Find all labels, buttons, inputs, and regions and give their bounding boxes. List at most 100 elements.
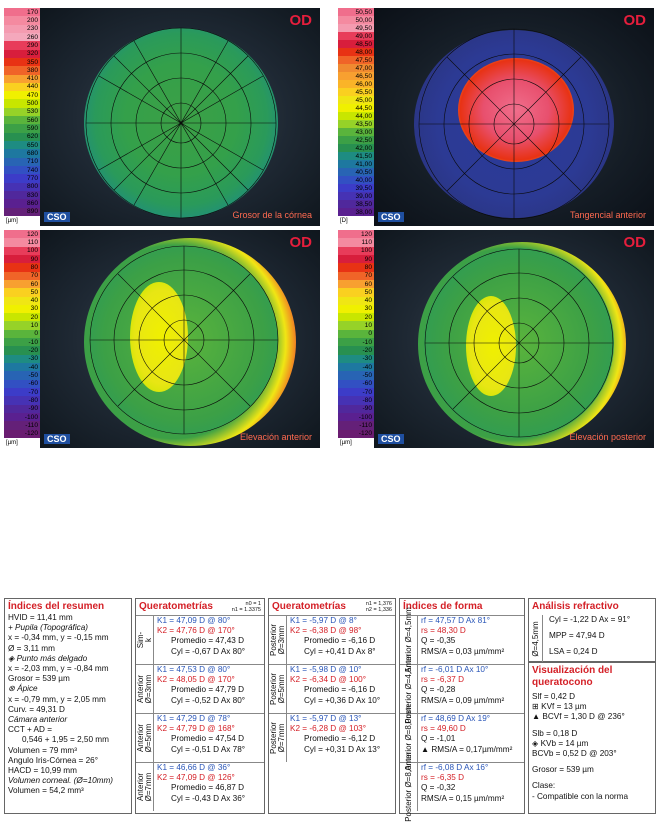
scale-tick: -10: [338, 338, 374, 347]
rs-value: rs = -6,35 D: [421, 773, 465, 783]
scale-tick: 650: [4, 141, 40, 150]
scale-tick: 44,50: [338, 104, 374, 112]
scale-tick: 10: [338, 321, 374, 330]
scale-tick: 10: [4, 321, 40, 330]
scale-tick: 42,50: [338, 136, 374, 144]
k1-value: K1 = 47,53 D @ 80°: [157, 665, 231, 674]
rf-value: rf = 47,57 D Ax 81°: [421, 616, 491, 625]
rms-value: RMS/A = 0,15 µm/mm²: [421, 793, 505, 803]
rs-value: rs = -6,37 D: [421, 675, 465, 685]
scale-tick: 740: [4, 165, 40, 175]
scale-tick: -90: [338, 404, 374, 413]
k1-value: K1 = 47,09 D @ 80°: [157, 616, 231, 625]
average-value: Promedio = 47,54 D: [171, 734, 245, 744]
cso-logo: CSO: [378, 434, 404, 444]
anterior-elevation-map: 120 110 100 90 80 70 60 50 40 30 20 10 0 -10 -20 -30 -40…: [4, 230, 320, 448]
k1-value: K1 = 47,29 D @ 78°: [157, 714, 231, 723]
scale-tick: -80: [4, 396, 40, 405]
posterior-elevation-map: 120 110 100 90 80 70 60 50 40 30 20 10 0 -10 -20 -30 -40…: [338, 230, 654, 448]
apex-label: ⊗ Ápice: [8, 684, 38, 694]
scale-tick: 320: [4, 49, 40, 58]
rf-value: rf = -6,01 D Ax 10°: [421, 665, 489, 674]
cyl-value: Cyl = +0,36 D Ax 10°: [304, 695, 381, 705]
scale-tick: -60: [4, 379, 40, 388]
scale-tick: 860: [4, 199, 40, 208]
scale-tick: 440: [4, 82, 40, 92]
scale-tick: 120: [4, 230, 40, 239]
scale-tick: -40: [4, 363, 40, 372]
iris-angle: Angulo Iris-Córnea = 26°: [8, 755, 98, 765]
scale-tick: 470: [4, 91, 40, 100]
zone-label: Posterior Ø=3mm: [269, 616, 287, 664]
keratometry-anterior-panel: Queratometrías n0 = 1 n1 = 1.3375 Sim-k K…: [135, 598, 265, 814]
k2-value: K2 = 47,76 D @ 170°: [157, 626, 235, 636]
q-value: Q = -1,01: [421, 734, 456, 744]
polar-grid: [85, 27, 277, 219]
scale-tick: 40: [338, 296, 374, 305]
eye-side-label: OD: [289, 234, 313, 251]
block-values: K1 = 47,53 D @ 80° K2 = 48,05 D @ 170° Pro…: [154, 665, 264, 713]
scale-tick: 41,50: [338, 152, 374, 160]
polar-grid: [89, 245, 279, 435]
zone-label: Sim-k: [136, 616, 154, 664]
zone-label: Anterior Ø=4,5mm: [400, 607, 418, 673]
polar-grid: [418, 28, 610, 220]
polar-grid: [424, 248, 614, 438]
scale-tick: 100: [4, 246, 40, 255]
scale-tick: 0: [4, 329, 40, 339]
average-value: Promedio = -6,16 D: [304, 636, 376, 646]
summary-panel: Índices del resumen HVID = 11,41 mm + Pu…: [4, 598, 132, 814]
rms-value: ▲ RMS/A = 0,17µm/mm²: [421, 744, 513, 754]
eye-image: [40, 230, 320, 448]
zone-label: Posterior Ø=5mm: [269, 665, 287, 713]
keratometry-title: Queratometrías: [139, 601, 213, 612]
scale-tick: 40,00: [338, 176, 374, 184]
scale-tick: 800: [4, 182, 40, 191]
pupil-label: + Pupila (Topográfica): [8, 623, 89, 633]
keratometry-block: Sim-k K1 = 47,09 D @ 80° K2 = 47,76 D @ 17…: [136, 615, 264, 664]
scale-tick: 60: [4, 279, 40, 289]
eye-side-label: OD: [623, 12, 647, 29]
scale-tick: 230: [4, 24, 40, 33]
k1-value: K1 = -5,97 D @ 8°: [290, 616, 357, 625]
scale-tick: 49,50: [338, 24, 374, 32]
keratometry-block: Anterior Ø=3mm K1 = 47,53 D @ 80° K2 = 48,…: [136, 664, 264, 713]
scale-tick: 20: [338, 313, 374, 322]
hvid: HVID = 11,41 mm: [8, 613, 73, 622]
slb: Slb = 0,18 D: [532, 728, 578, 738]
zone-label: Posterior Ø=7mm: [269, 714, 287, 762]
scale-tick: 350: [4, 57, 40, 67]
k2-value: K2 = 48,05 D @ 170°: [157, 675, 235, 685]
average-value: Promedio = 46,87 D: [171, 783, 245, 793]
bcvf: ▲ BCVf = 1,30 D @ 236°: [532, 712, 625, 722]
block-values: K1 = 47,09 D @ 80° K2 = 47,76 D @ 170° Pro…: [154, 616, 264, 664]
scale-tick: 45,00: [338, 96, 374, 104]
scale-tick: 47,00: [338, 64, 374, 72]
shape-block: Posterior Ø=8,0mm rf = -6,08 D Ax 16° rs =…: [400, 752, 524, 822]
scale-tick: -110: [338, 421, 374, 430]
pupil-xy: x = -0,34 mm, y = -0,15 mm: [8, 633, 109, 643]
scale-tick: -110: [4, 421, 40, 430]
zone-label: Anterior Ø=5mm: [136, 714, 154, 762]
scale-tick: -10: [4, 338, 40, 347]
scale-tick: 290: [4, 41, 40, 50]
posterior-elevation-color-scale: 120 110 100 90 80 70 60 50 40 30 20 10 0 -10 -20 -30 -40…: [338, 230, 374, 448]
class-label: Clase:: [532, 781, 556, 791]
keratometry-posterior-panel: Queratometrías n1 = 1,376 n2 = 1,336 Pos…: [268, 598, 396, 814]
scale-tick: 260: [4, 32, 40, 42]
scale-tick: 39,50: [338, 184, 374, 192]
eye-image: [374, 8, 654, 226]
scale-tick: -100: [338, 412, 374, 422]
scale-tick: -30: [4, 354, 40, 363]
scale-tick: 100: [338, 246, 374, 255]
scale-tick: 49,00: [338, 32, 374, 40]
scale-tick: 710: [4, 157, 40, 166]
scale-tick: 90: [338, 254, 374, 264]
hacd: HACD = 10,99 mm: [8, 766, 77, 776]
cyl-value: Cyl = +0,41 D Ax 8°: [304, 646, 376, 656]
zone-label-text: Posterior Ø=8,0mm: [403, 752, 413, 822]
scale-tick: 170: [4, 8, 40, 17]
keratometry-block: Anterior Ø=7mm K1 = 46,66 D @ 36° K2 = 47,…: [136, 762, 264, 811]
refractive-title: Análisis refractivo: [532, 601, 619, 612]
rms-value: RMS/A = 0,09 µm/mm²: [421, 695, 505, 705]
